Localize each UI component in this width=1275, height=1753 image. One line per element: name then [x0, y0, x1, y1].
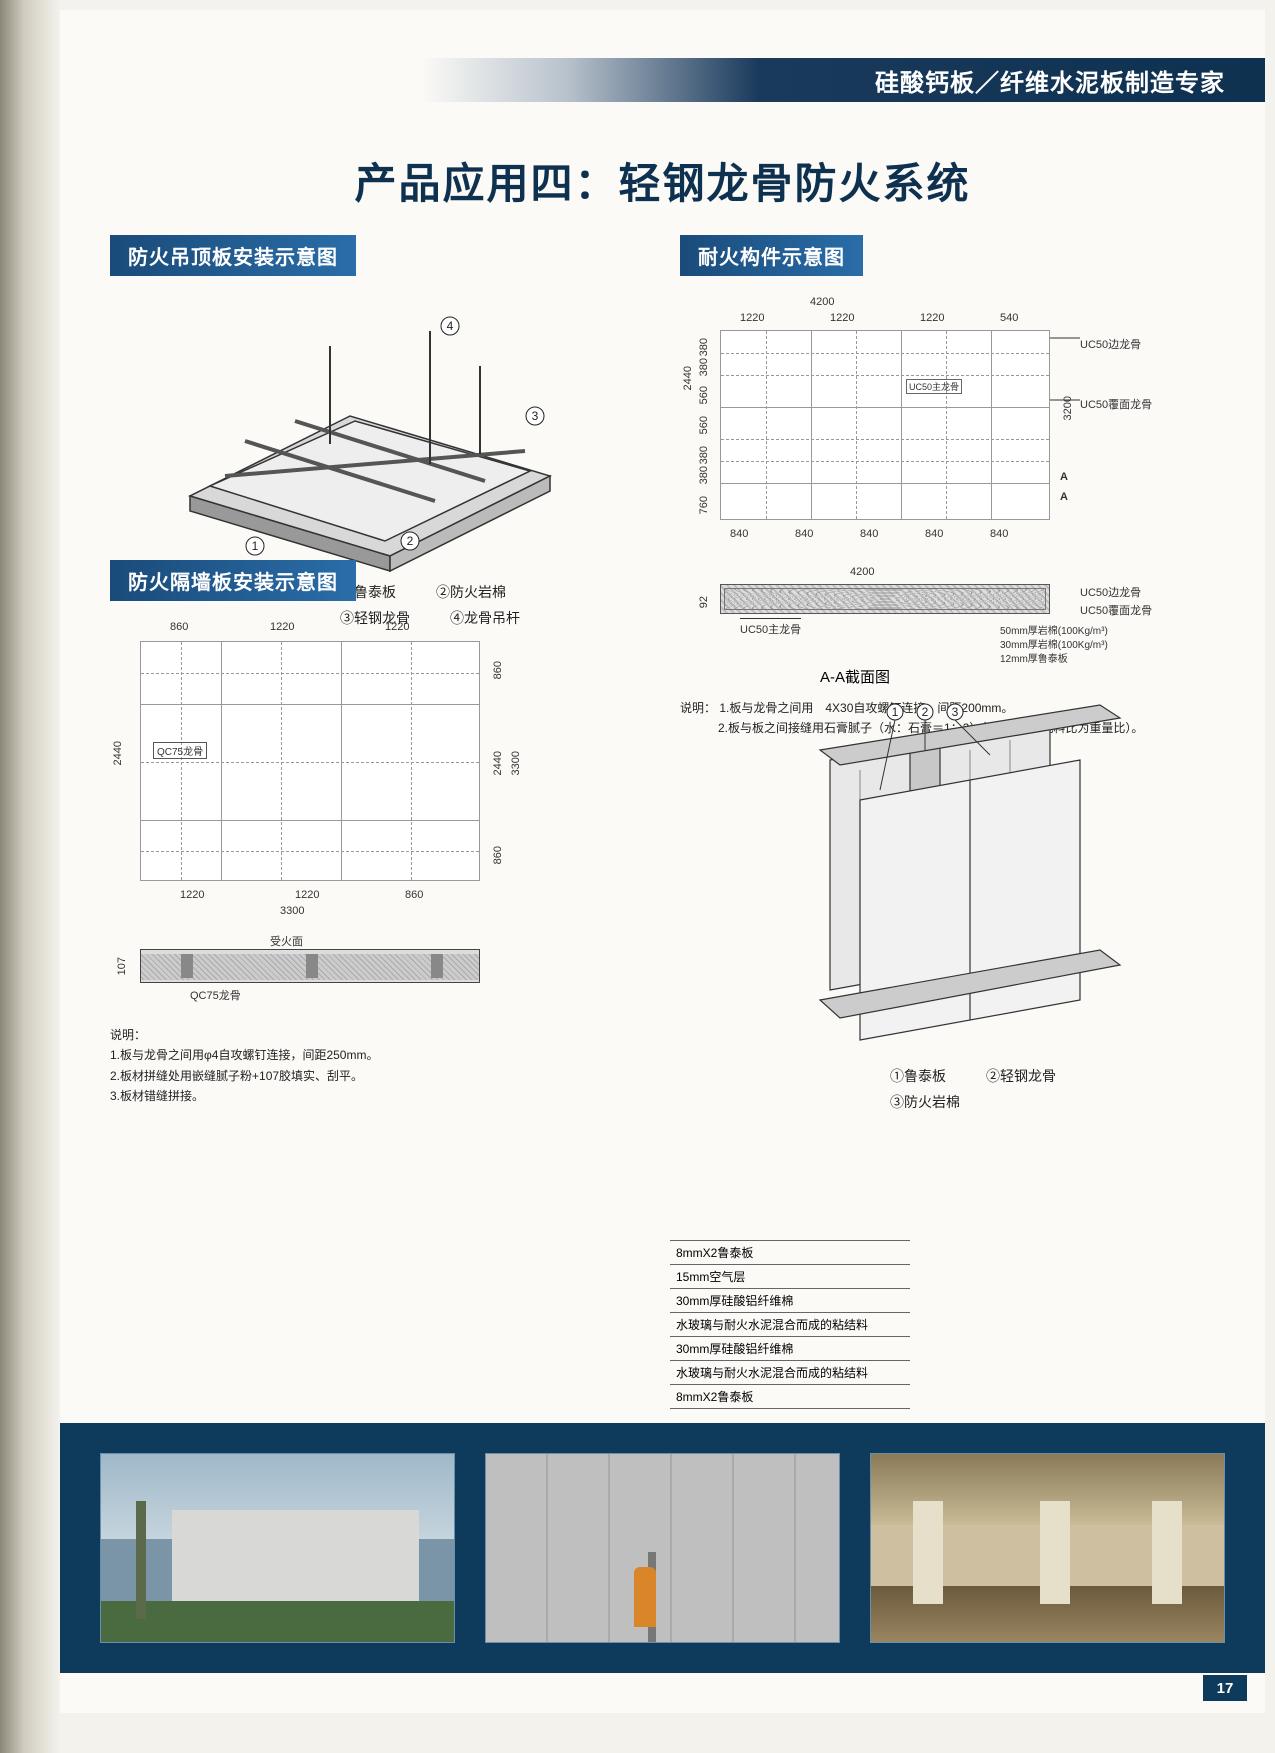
svg-text:1: 1 — [892, 705, 899, 719]
svg-text:3: 3 — [532, 409, 539, 423]
section-refractory: 耐火构件示意图 4200 1220 1220 1220 540 2440 380… — [680, 235, 1250, 739]
photo-installation — [485, 1453, 840, 1643]
section-aa-title: A-A截面图 — [820, 666, 890, 687]
svg-text:1: 1 — [252, 539, 259, 553]
wall-iso-drawing: 1 2 3 — [710, 700, 1210, 1060]
svg-text:2: 2 — [922, 705, 929, 719]
section-partition-title: 防火隔墙板安装示意图 — [110, 560, 356, 601]
header-bar: 硅酸钙板／纤维水泥板制造专家 — [60, 58, 1265, 102]
wall-iso-legend: ①鲁泰板 ②轻钢龙骨 ③防火岩棉 — [890, 1066, 1250, 1112]
refractory-plan: 4200 1220 1220 1220 540 2440 380 380 560… — [680, 296, 1250, 556]
partition-layers: 8mmX2鲁泰板 15mm空气层 30mm厚硅酸铝纤维棉 水玻璃与耐火水泥混合而… — [670, 1240, 910, 1409]
section-wall-iso: 1 2 3 ①鲁泰板 ②轻钢龙骨 ③防火岩棉 — [710, 700, 1250, 1112]
header-title: 硅酸钙板／纤维水泥板制造专家 — [875, 63, 1225, 98]
page-number: 17 — [1203, 1675, 1247, 1701]
svg-text:3: 3 — [952, 705, 959, 719]
partition-plan: 860 1220 1220 2440 860 2440 860 3300 QC7… — [110, 621, 630, 921]
footer-photo-strip — [60, 1423, 1265, 1673]
scan-binding — [0, 0, 60, 1753]
section-ceiling-title: 防火吊顶板安装示意图 — [110, 235, 356, 276]
refractory-section: 4200 92 UC50主龙骨 UC50边龙骨 UC50覆面龙骨 50mm厚岩棉… — [680, 566, 1250, 686]
photo-interior — [870, 1453, 1225, 1643]
section-refractory-title: 耐火构件示意图 — [680, 235, 863, 276]
partition-section: 受火面 107 QC75龙骨 — [110, 933, 630, 1003]
page: 硅酸钙板／纤维水泥板制造专家 产品应用四：轻钢龙骨防火系统 防火吊顶板安装示意图 — [60, 10, 1265, 1713]
svg-text:2: 2 — [407, 534, 414, 548]
page-title: 产品应用四：轻钢龙骨防火系统 — [60, 150, 1265, 211]
svg-text:4: 4 — [447, 319, 454, 333]
photo-building-exterior — [100, 1453, 455, 1643]
partition-notes: 说明： 1.板与龙骨之间用φ4自攻螺钉连接，间距250mm。 2.板材拼缝处用嵌… — [110, 1025, 630, 1107]
ceiling-iso-drawing: 1 2 3 4 — [130, 296, 590, 576]
section-partition: 防火隔墙板安装示意图 860 1220 1220 2440 860 2440 8… — [110, 560, 630, 1107]
